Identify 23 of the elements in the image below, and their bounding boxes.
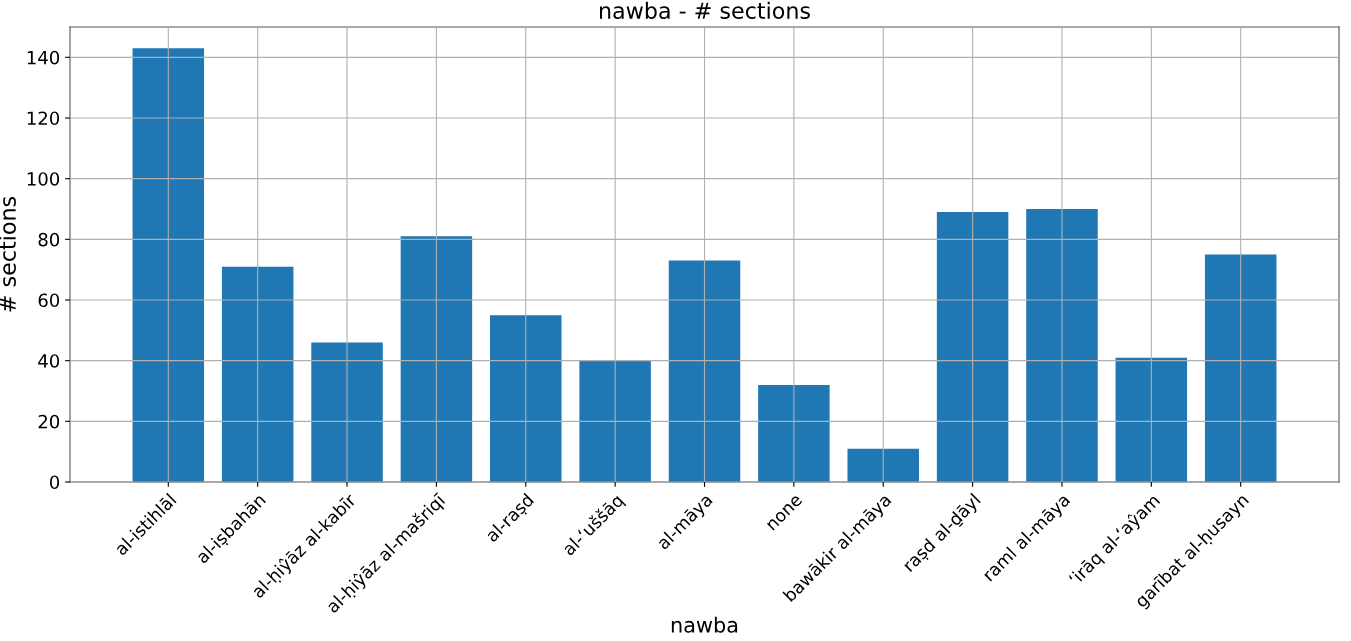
y-tick-label: 80 xyxy=(38,232,60,247)
y-tick-label: 60 xyxy=(38,293,60,308)
chart-title: nawba - # sections xyxy=(600,1,810,19)
bar xyxy=(1115,357,1188,482)
bar xyxy=(1026,209,1098,482)
y-tick-label: 40 xyxy=(38,354,60,368)
y-tick-label: 140 xyxy=(27,50,60,65)
y-tick-label: 120 xyxy=(27,111,60,126)
bar xyxy=(936,212,1009,482)
bar xyxy=(490,315,562,482)
bar xyxy=(400,236,473,482)
y-tick-label: 0 xyxy=(49,475,60,490)
bar xyxy=(668,260,741,482)
bar xyxy=(311,342,383,482)
bar xyxy=(1204,254,1277,482)
bar xyxy=(758,384,830,482)
bar xyxy=(579,360,651,482)
x-axis-title: nawba xyxy=(671,616,738,633)
bar xyxy=(221,266,294,482)
y-tick-label: 100 xyxy=(27,172,60,186)
y-tick-label: 20 xyxy=(38,414,60,429)
bar xyxy=(847,448,919,482)
bar xyxy=(132,48,205,482)
